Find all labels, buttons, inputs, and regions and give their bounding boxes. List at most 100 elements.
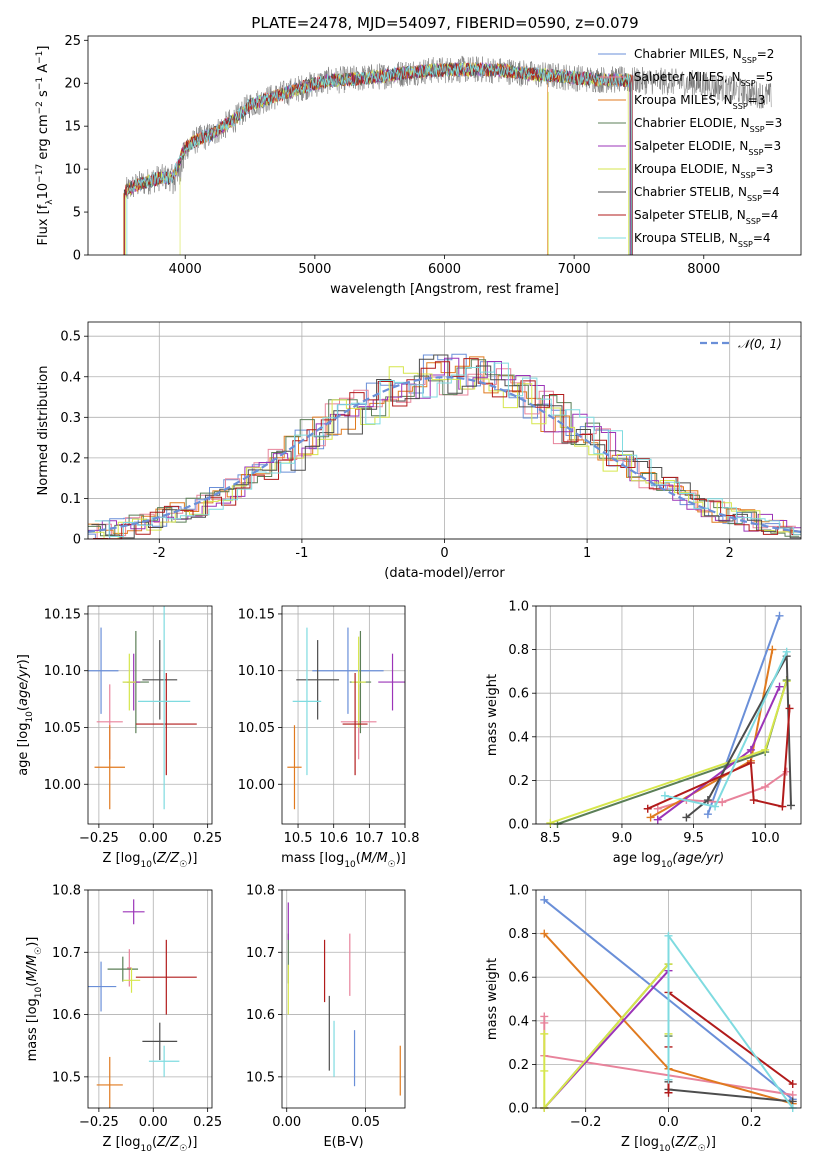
residual-hist-salpeter_miles [88,368,796,540]
residual-hist-salpeter_elodie [88,357,801,532]
mass_vs_ebv-xtick-label: 0.05 [351,1115,380,1130]
age_vs_mass-xtick-label: 10.5 [284,831,313,846]
mass_weight_vs_age-xtick-label: 9.5 [683,831,704,846]
residual-hist-salpeter_stelib [93,358,801,540]
mass_weight_vs_z-xtick-label: 0.0 [658,1115,679,1130]
mass-weight-line-salpeter_stelib [647,708,791,810]
mass_weight_vs_age-ytick-label: 0.6 [508,687,529,702]
mass-weight-marker-kroupa_stelib [782,647,791,656]
age_vs_z-frame [87,605,213,825]
mass-weight-marker-kroupa_miles [768,645,777,654]
mass_weight_vs_z-frame [535,889,802,1109]
age_vs_mass-grid [282,606,406,824]
mass_vs_ebv-xtick-label: 0.00 [272,1115,301,1130]
age_vs_mass-ytick-label: 10.05 [238,721,275,736]
spectrum-ytick-label: 0 [73,249,81,264]
age_vs_mass-xtick-label: 10.6 [319,831,348,846]
mass-weight-line-chabrier_miles [706,615,781,815]
age_vs_mass-xtick-label: 10.7 [355,831,384,846]
mass_vs_z-ytick-label: 10.6 [52,1008,81,1023]
mass-weight-marker-salpeter_stelib [785,704,794,713]
mass-weight-marker-kroupa_elodie [540,1066,549,1075]
mass_weight_vs_age-grid [536,605,801,825]
age_vs_mass-xtick-label: 10.8 [391,831,420,846]
mass-weight-line-kroupa_elodie [543,961,670,1111]
mass_vs_z-frame [87,889,213,1109]
residuals-xtick-label: 1 [583,546,591,561]
spectrum-ytick-label: 25 [64,34,81,49]
axis-xlabel: (data-model)/error [384,566,505,581]
residual-hist-kroupa_stelib [94,362,801,537]
spectrum-ytick-label: 20 [64,77,81,92]
residuals-xtick-label: 2 [726,546,734,561]
age_vs_z-xtick-label: −0.25 [79,831,119,846]
age_vs_z-ytick-label: 10.10 [44,664,81,679]
mass-weight-marker-kroupa_miles [646,813,655,822]
spectrum-ytick-label: 15 [64,120,81,135]
legend-label-kroupa_stelib: Kroupa STELIB, NSSP=4 [634,231,771,249]
mass-weight-marker-kroupa_stelib [711,802,720,811]
spectrum-frame [87,35,802,256]
residual-hist-kroupa_elodie [89,366,801,540]
mass_weight_vs_age-ytick-label: 1.0 [508,600,529,615]
age_vs_z-ytick-label: 10.05 [44,721,81,736]
mass-weight-marker-kroupa_stelib [660,791,669,800]
residual-hist-chabrier_miles [88,353,795,540]
residuals-axes: -2 -1 0 1 2 0 0.1 0.2 0.3 0.4 0.5 (data-model)/erro… [36,322,802,581]
mass-weight-marker-salpeter_stelib [746,758,755,767]
mass-weight-marker-salpeter_stelib [643,804,652,813]
mass-weight-marker-salpeter_miles [761,782,770,791]
mass_vs_z-ytick-label: 10.8 [52,884,81,899]
age_vs_z-ytick-label: 10.15 [44,607,81,622]
normal-curve [87,376,802,533]
age_vs_z-axes: −0.25 0.00 0.25 10.00 10.05 10.10 10.15 Z [log1… [16,606,222,870]
mass_vs_ebv-frame [281,889,406,1109]
spectrum-ytick-label: 5 [73,206,81,221]
legend-label-salpeter_miles: Salpeter MILES, NSSP=5 [634,70,773,88]
spectrum-model-line-chabrier_elodie [123,62,631,255]
mass_weight_vs_age-xtick-label: 9.0 [612,831,633,846]
mass-weight-marker-chabrier_miles [775,611,784,620]
mass_vs_z-xtick-label: 0.25 [193,1115,222,1130]
residuals-ytick-label: 0.3 [60,411,81,426]
mass_weight_vs_age-ytick-label: 0.8 [508,643,529,658]
spectrum-model-line-chabrier_stelib [123,62,632,256]
mass_weight_vs_z-ytick-label: 0.4 [508,1014,529,1029]
axis-xlabel: Z [log10(Z/Z☉)] [103,851,198,870]
age_vs_z-xtick-label: 0.00 [139,831,168,846]
mass_vs_ebv-ytick-label: 10.8 [246,884,275,899]
spectrum-xtick-label: 6000 [428,262,461,277]
residuals-ytick-label: 0.4 [60,370,81,385]
age_vs_mass-frame [281,605,406,825]
residuals-ytick-label: 0 [73,533,81,548]
mass_weight_vs_z-ytick-label: 0.0 [508,1102,529,1117]
legend-label-salpeter_stelib: Salpeter STELIB, NSSP=4 [634,208,778,226]
age_vs_z-grid [88,606,212,824]
legend-label-chabrier_elodie: Chabrier ELODIE, NSSP=3 [634,116,782,134]
mass-weight-marker-chabrier_stelib [703,796,712,805]
spectrum-model-line-salpeter_miles [123,62,632,256]
spectrum-model-line-salpeter_stelib [123,62,633,256]
mass-weight-marker-kroupa_elodie [546,818,555,827]
age_vs_z-xtick-label: 0.25 [193,831,222,846]
mass_weight_vs_z-axes: −0.2 0.0 0.2 0.0 0.2 0.4 0.6 0.8 1.0 Z [log10(Z/Z… [485,884,801,1154]
mass-weight-marker-salpeter_stelib [664,1088,673,1097]
axis-ylabel: age [log10(age/yr)] [16,654,35,776]
axis-xlabel: wavelength [Angstrom, rest frame] [330,282,559,297]
mass-weight-marker-kroupa_elodie [761,745,770,754]
mass_vs_ebv-ytick-label: 10.7 [246,946,275,961]
mass_weight_vs_age-xtick-label: 8.5 [540,831,561,846]
mass_weight_vs_z-ytick-label: 0.2 [508,1058,529,1073]
mass_weight_vs_age-xtick-label: 10.0 [751,831,780,846]
mass-weight-marker-kroupa_elodie [540,1029,549,1038]
mass-weight-marker-kroupa_stelib [664,1075,673,1084]
mass_weight_vs_z-ytick-label: 0.8 [508,927,529,942]
legend-label-chabrier_miles: Chabrier MILES, NSSP=2 [634,47,774,65]
axis-xlabel: mass [log10(M/M☉)] [281,851,406,870]
mass-weight-marker-kroupa_miles [540,929,549,938]
mass_weight_vs_z-ytick-label: 1.0 [508,884,529,899]
spectrum-xtick-label: 4000 [169,262,202,277]
residuals-frame [87,321,802,540]
residual-hist-chabrier_stelib [91,354,801,539]
